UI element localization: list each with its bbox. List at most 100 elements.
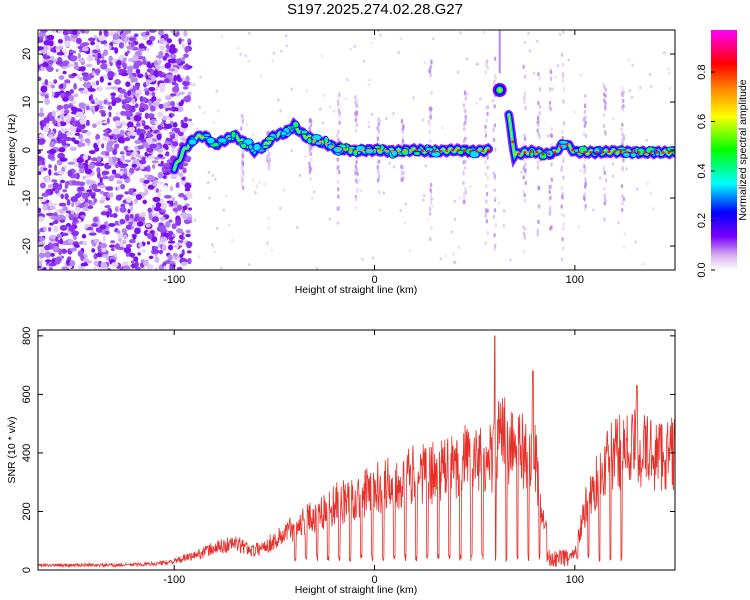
noise-blob: [114, 143, 118, 150]
noise-blob: [382, 191, 386, 195]
noise-blob: [370, 112, 374, 117]
noise-blob: [51, 258, 55, 265]
noise-blob: [123, 167, 128, 175]
noise-blob: [55, 68, 59, 73]
noise-blob: [79, 119, 87, 125]
streak-blob: [486, 230, 489, 236]
noise-blob: [171, 147, 176, 154]
noise-blob: [119, 170, 125, 175]
colorbar-ticks: 0.0 0.2 0.4 0.6 0.8: [696, 64, 715, 278]
snr-background: [38, 330, 675, 570]
noise-blob: [127, 89, 132, 97]
noise-blob: [579, 168, 583, 172]
noise-blob: [159, 44, 166, 51]
streak-blob: [376, 178, 380, 183]
streak-blob: [486, 165, 489, 170]
noise-blob: [38, 76, 42, 82]
noise-blob: [208, 196, 211, 200]
x-tick-label: 0: [371, 574, 377, 586]
streak-blob: [560, 52, 564, 58]
noise-blob: [56, 208, 61, 214]
noise-blob: [148, 30, 157, 33]
colorbar: 0.0 0.2 0.4 0.6 0.8 Normalized spectral ampl…: [696, 30, 749, 278]
noise-blob: [456, 155, 460, 159]
noise-blob: [188, 207, 192, 211]
noise-blob: [186, 217, 193, 221]
noise-blob: [42, 55, 51, 60]
noise-blob: [62, 70, 67, 75]
noise-blob: [38, 216, 45, 221]
streak-blob: [429, 237, 432, 242]
noise-blob: [160, 202, 168, 210]
streak-blob: [337, 129, 340, 135]
noise-blob: [78, 58, 85, 63]
streak-blob: [536, 116, 540, 121]
streak-blob: [464, 136, 467, 142]
noise-blob: [143, 125, 150, 130]
noise-blob: [86, 189, 93, 193]
streak-blob: [561, 135, 564, 141]
noise-blob: [134, 85, 138, 90]
noise-blob: [76, 157, 84, 164]
noise-blob: [271, 59, 275, 63]
streak-blob: [537, 122, 540, 127]
noise-blob: [130, 42, 136, 48]
ridge-blob: [332, 146, 344, 153]
noise-blob: [76, 37, 82, 44]
noise-blob: [423, 61, 426, 65]
ridge-blob: [616, 146, 627, 151]
noise-blob: [39, 166, 46, 173]
noise-blob: [144, 188, 149, 196]
noise-blob: [280, 49, 283, 53]
noise-blob: [119, 129, 125, 136]
noise-blob: [82, 142, 86, 147]
streak-blob: [522, 165, 526, 170]
noise-blob: [74, 132, 81, 136]
noise-blob: [108, 55, 113, 62]
noise-blob: [118, 88, 127, 94]
noise-blob: [290, 87, 293, 91]
streak-blob: [538, 104, 542, 110]
streak-blob: [602, 82, 605, 88]
noise-blob: [631, 63, 634, 67]
streak-blob: [464, 190, 468, 195]
noise-blob: [186, 191, 193, 199]
noise-blob: [97, 55, 102, 59]
noise-blob: [133, 62, 139, 69]
noise-blob: [43, 244, 51, 251]
noise-blob: [90, 98, 95, 102]
noise-blob: [185, 229, 191, 234]
noise-blob: [107, 70, 115, 78]
noise-blob: [58, 248, 62, 256]
ridge-core-dot: [378, 149, 383, 152]
noise-blob: [459, 31, 462, 35]
noise-blob: [79, 48, 83, 53]
noise-blob: [333, 109, 336, 113]
streak-blob: [486, 104, 490, 110]
noise-blob: [69, 55, 78, 61]
noise-blob: [156, 193, 162, 197]
noise-blob: [71, 72, 78, 77]
noise-blob: [145, 47, 150, 52]
noise-blob: [82, 175, 87, 180]
streak-blob: [308, 161, 311, 166]
noise-blob: [367, 120, 370, 124]
noise-blob: [112, 135, 118, 141]
streak-blob: [484, 171, 487, 177]
noise-blob: [50, 252, 55, 257]
ridge-core-dot: [625, 150, 629, 154]
noise-blob: [523, 40, 526, 44]
noise-blob: [284, 33, 288, 38]
streak-blob: [584, 177, 587, 182]
noise-blob: [72, 121, 77, 127]
noise-blob: [458, 196, 462, 200]
noise-blob: [166, 107, 175, 111]
noise-blob: [130, 76, 135, 83]
snr-ylabel: SNR (10 * v/v): [6, 416, 18, 483]
noise-blob: [538, 136, 541, 140]
ridge-core-dot: [655, 151, 659, 154]
streak-blob: [484, 240, 487, 246]
noise-blob: [67, 239, 74, 244]
noise-blob: [125, 151, 132, 157]
noise-blob: [60, 127, 65, 133]
